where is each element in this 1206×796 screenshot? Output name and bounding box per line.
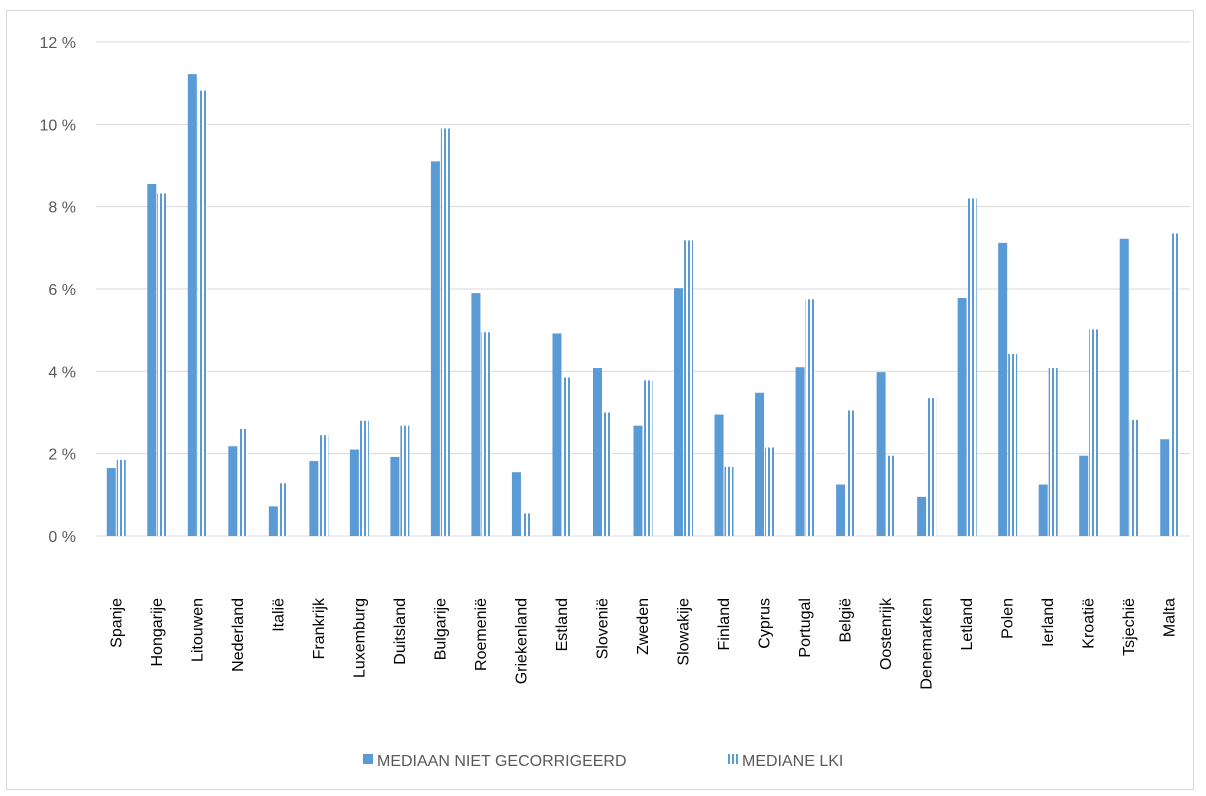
y-axis-ticks: 0 % 2 % 4 % 6 % 8 % 10 % 12 % (40, 35, 76, 546)
bar-mediane-lki (278, 483, 288, 536)
bar-mediaan-niet-gecorrigeerd (998, 242, 1008, 537)
bar-mediaan-niet-gecorrigeerd (552, 333, 562, 536)
bar-mediaan-niet-gecorrigeerd (674, 288, 684, 536)
legend-label: MEDIAAN NIET GECORRIGEERD (377, 753, 627, 770)
x-tick-label: Estland (554, 598, 571, 651)
gridlines (96, 41, 1190, 537)
bar-mediaan-niet-gecorrigeerd (633, 425, 643, 536)
bar-mediane-lki (319, 435, 329, 536)
y-tick-label: 12 % (40, 35, 76, 52)
y-tick-label: 4 % (48, 364, 76, 381)
x-tick-label: Litouwen (189, 598, 206, 662)
x-tick-label: Letland (959, 598, 976, 651)
bar-mediaan-niet-gecorrigeerd (187, 74, 197, 537)
bar-mediaan-niet-gecorrigeerd (309, 461, 319, 536)
x-tick-label: Tsjechië (1121, 598, 1138, 656)
x-tick-label: Roemenië (473, 598, 490, 671)
bar-mediane-lki (1008, 354, 1018, 536)
bar-mediane-lki (967, 198, 977, 536)
bar-mediane-lki (1089, 329, 1099, 536)
x-tick-label: België (838, 598, 855, 643)
bar-mediane-lki (238, 428, 248, 536)
legend: MEDIAAN NIET GECORRIGEERD MEDIANE LKI (363, 753, 843, 770)
bar-mediaan-niet-gecorrigeerd (106, 468, 116, 536)
bar-mediane-lki (927, 398, 937, 536)
bars (106, 74, 1180, 537)
bar-mediaan-niet-gecorrigeerd (1160, 439, 1170, 536)
x-tick-label: Malta (1162, 598, 1179, 637)
bar-mediaan-niet-gecorrigeerd (147, 184, 157, 536)
bar-mediaan-niet-gecorrigeerd (795, 367, 805, 536)
bar-mediane-lki (846, 410, 856, 536)
x-tick-label: Duitsland (392, 598, 409, 665)
y-tick-label: 6 % (48, 282, 76, 299)
x-axis-labels: Spanje Hongarije Litouwen Nederland Italië Fr… (108, 597, 1178, 690)
legend-swatch-solid (363, 754, 373, 764)
x-tick-label: Slovenië (594, 598, 611, 659)
bar-mediaan-niet-gecorrigeerd (917, 496, 927, 536)
x-tick-label: Spanje (108, 598, 125, 648)
bar-mediaan-niet-gecorrigeerd (228, 446, 238, 536)
x-tick-label: Nederland (230, 598, 247, 672)
bar-mediane-lki (197, 90, 207, 537)
bar-mediaan-niet-gecorrigeerd (957, 298, 967, 536)
bar-mediane-lki (521, 513, 531, 536)
bar-mediane-lki (116, 459, 126, 536)
bar-mediane-lki (684, 240, 694, 536)
bar-mediane-lki (765, 447, 775, 536)
bar-mediane-lki (1048, 368, 1058, 536)
x-tick-label: Oostenrijk (878, 597, 895, 670)
bar-mediane-lki (1170, 233, 1180, 537)
bar-mediane-lki (481, 332, 491, 536)
bar-mediaan-niet-gecorrigeerd (1038, 484, 1048, 536)
bar-mediaan-niet-gecorrigeerd (511, 472, 521, 536)
x-tick-label: Luxemburg (351, 598, 368, 678)
y-tick-label: 8 % (48, 200, 76, 217)
x-tick-label: Bulgarije (432, 598, 449, 660)
bar-mediane-lki (602, 412, 612, 536)
bar-mediane-lki (157, 193, 167, 536)
x-tick-label: Griekenland (513, 598, 530, 684)
bar-mediane-lki (886, 455, 896, 536)
bar-mediaan-niet-gecorrigeerd (876, 372, 886, 536)
bar-mediaan-niet-gecorrigeerd (714, 414, 724, 536)
bar-mediaan-niet-gecorrigeerd (1119, 238, 1129, 536)
legend-swatch-striped (728, 754, 738, 764)
legend-label: MEDIANE LKI (742, 753, 843, 770)
bar-mediane-lki (643, 380, 653, 536)
bar-mediaan-niet-gecorrigeerd (1079, 455, 1089, 536)
x-tick-label: Zweden (635, 598, 652, 655)
x-tick-label: Portugal (797, 598, 814, 658)
y-tick-label: 2 % (48, 447, 76, 464)
bar-mediaan-niet-gecorrigeerd (390, 456, 400, 536)
bar-mediaan-niet-gecorrigeerd (836, 484, 846, 536)
x-tick-label: Hongarije (149, 598, 166, 667)
bar-mediane-lki (562, 377, 572, 536)
bar-mediaan-niet-gecorrigeerd (592, 368, 602, 536)
bar-mediane-lki (805, 299, 815, 536)
bar-mediane-lki (440, 128, 450, 536)
y-tick-label: 0 % (48, 529, 76, 546)
bar-mediane-lki (724, 466, 734, 536)
x-tick-label: Denemarken (919, 598, 936, 690)
bar-mediane-lki (1129, 419, 1139, 536)
bar-mediaan-niet-gecorrigeerd (755, 392, 765, 536)
x-tick-label: Slowakije (676, 598, 693, 666)
bar-mediane-lki (400, 425, 410, 536)
x-tick-label: Ierland (1040, 598, 1057, 647)
x-tick-label: Finland (716, 598, 733, 650)
y-tick-label: 10 % (40, 117, 76, 134)
x-tick-label: Frankrijk (311, 597, 328, 659)
x-tick-label: Italië (270, 598, 287, 632)
bar-mediaan-niet-gecorrigeerd (430, 161, 440, 536)
x-tick-label: Cyprus (757, 598, 774, 649)
x-tick-label: Kroatië (1081, 598, 1098, 649)
x-tick-label: Polen (1000, 598, 1017, 639)
bar-mediaan-niet-gecorrigeerd (268, 506, 278, 536)
bar-mediaan-niet-gecorrigeerd (349, 449, 359, 536)
bar-mediaan-niet-gecorrigeerd (471, 293, 481, 536)
bar-mediane-lki (359, 420, 369, 536)
